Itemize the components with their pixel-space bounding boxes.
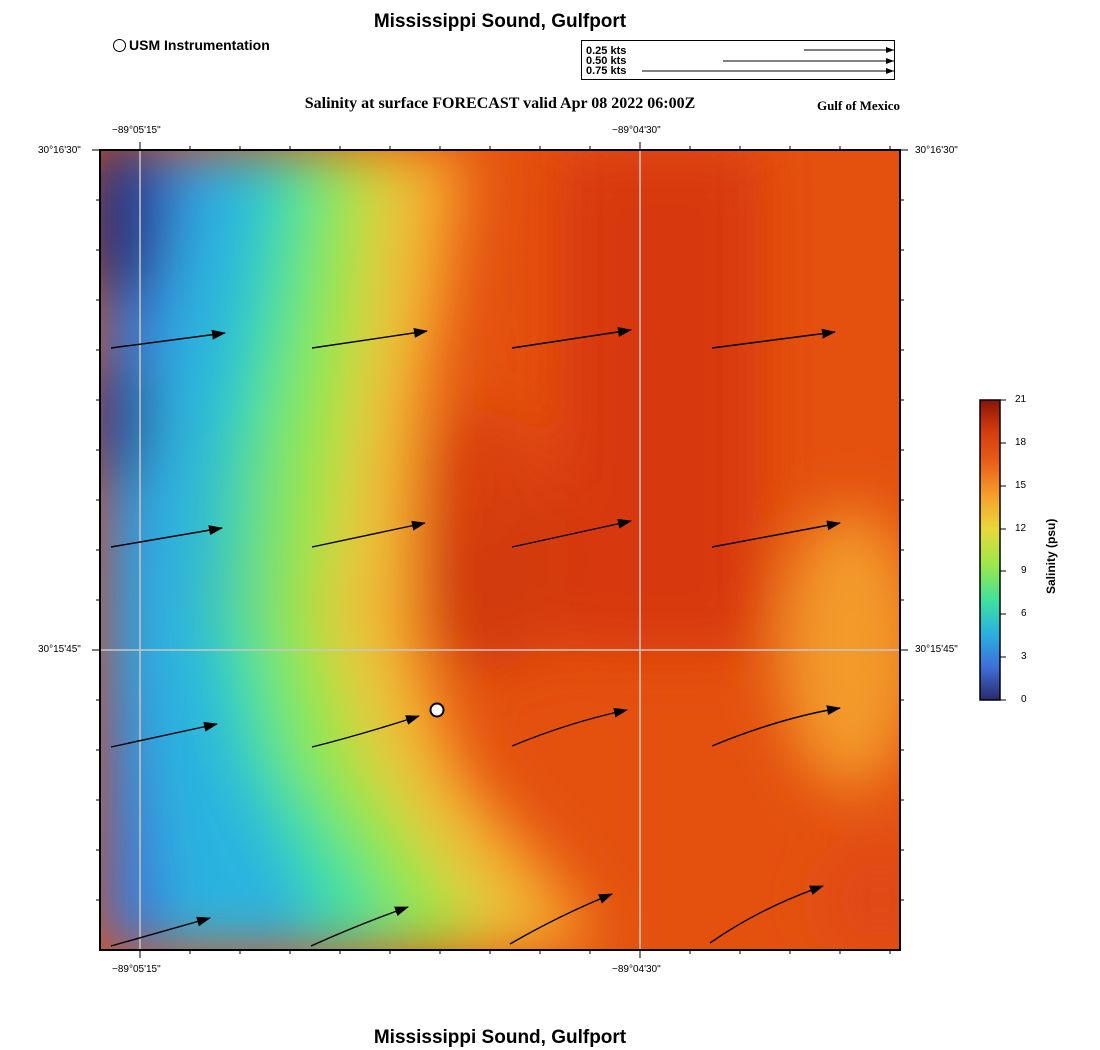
vector-scale-legend: 0.25 kts 0.50 kts 0.75 kts [581, 40, 895, 80]
colorbar-tick-label: 0 [1021, 694, 1027, 705]
colorbar-tick-label: 12 [1015, 523, 1027, 534]
salinity-field [100, 150, 900, 950]
current-arrow-icon [709, 885, 824, 944]
lon-label-top-2: −89°04'30" [612, 125, 661, 136]
lat-label-right-1: 30°16'30" [915, 145, 958, 156]
current-arrow-icon [310, 906, 409, 947]
colorbar-title: Salinity (psu) [1044, 518, 1058, 594]
lat-label-left-2: 30°15'45" [38, 644, 81, 655]
current-arrow-icon [511, 518, 632, 548]
current-arrow-icon [110, 916, 211, 947]
current-arrow-icon [311, 520, 426, 548]
colorbar-tick-label: 21 [1015, 394, 1027, 405]
map-subtitle: Salinity at surface FORECAST valid Apr 0… [304, 95, 696, 112]
current-arrow-icon [110, 721, 218, 748]
colorbar-tick-label: 6 [1021, 608, 1027, 619]
lat-label-left-1: 30°16'30" [38, 145, 81, 156]
current-arrow-icon [110, 329, 226, 349]
station-legend: USM Instrumentation [113, 37, 270, 53]
scale-label-050: 0.50 kts [586, 55, 627, 67]
colorbar-tick-label: 18 [1015, 437, 1027, 448]
map-title: Mississippi Sound, Gulfport [373, 11, 627, 32]
graticule [100, 150, 900, 950]
current-arrow-icon [511, 707, 628, 747]
scale-label-025: 0.25 kts [586, 45, 627, 57]
colorbar [979, 399, 1001, 701]
footer-title: Mississippi Sound, Gulfport [373, 1027, 627, 1048]
current-arrow-icon [511, 327, 632, 349]
lon-label-bottom-1: −89°05'15" [112, 964, 161, 975]
lat-label-right-2: 30°15'45" [915, 644, 958, 655]
scale-arrows [642, 47, 894, 74]
current-arrow-icon [311, 327, 428, 349]
station-legend-label: USM Instrumentation [129, 37, 270, 53]
lon-label-bottom-2: −89°04'30" [612, 964, 661, 975]
current-arrow-icon [110, 525, 223, 548]
current-arrow-icon [711, 705, 841, 747]
region-label: Gulf of Mexico [816, 98, 900, 113]
current-arrow-icon [711, 520, 841, 548]
colorbar-ticks [1000, 399, 1006, 701]
usm-station-marker [429, 702, 445, 718]
current-vectors [110, 327, 841, 947]
current-arrow-icon [509, 893, 613, 945]
current-arrow-icon [711, 328, 836, 349]
current-arrow-icon [311, 715, 420, 748]
colorbar-tick-label: 15 [1015, 480, 1027, 491]
lon-label-top-1: −89°05'15" [112, 125, 161, 136]
colorbar-tick-label: 9 [1021, 565, 1027, 576]
frame-ticks [92, 142, 908, 958]
scale-label-075: 0.75 kts [586, 65, 627, 77]
colorbar-tick-label: 3 [1021, 651, 1027, 662]
circle-marker-icon [113, 38, 126, 52]
